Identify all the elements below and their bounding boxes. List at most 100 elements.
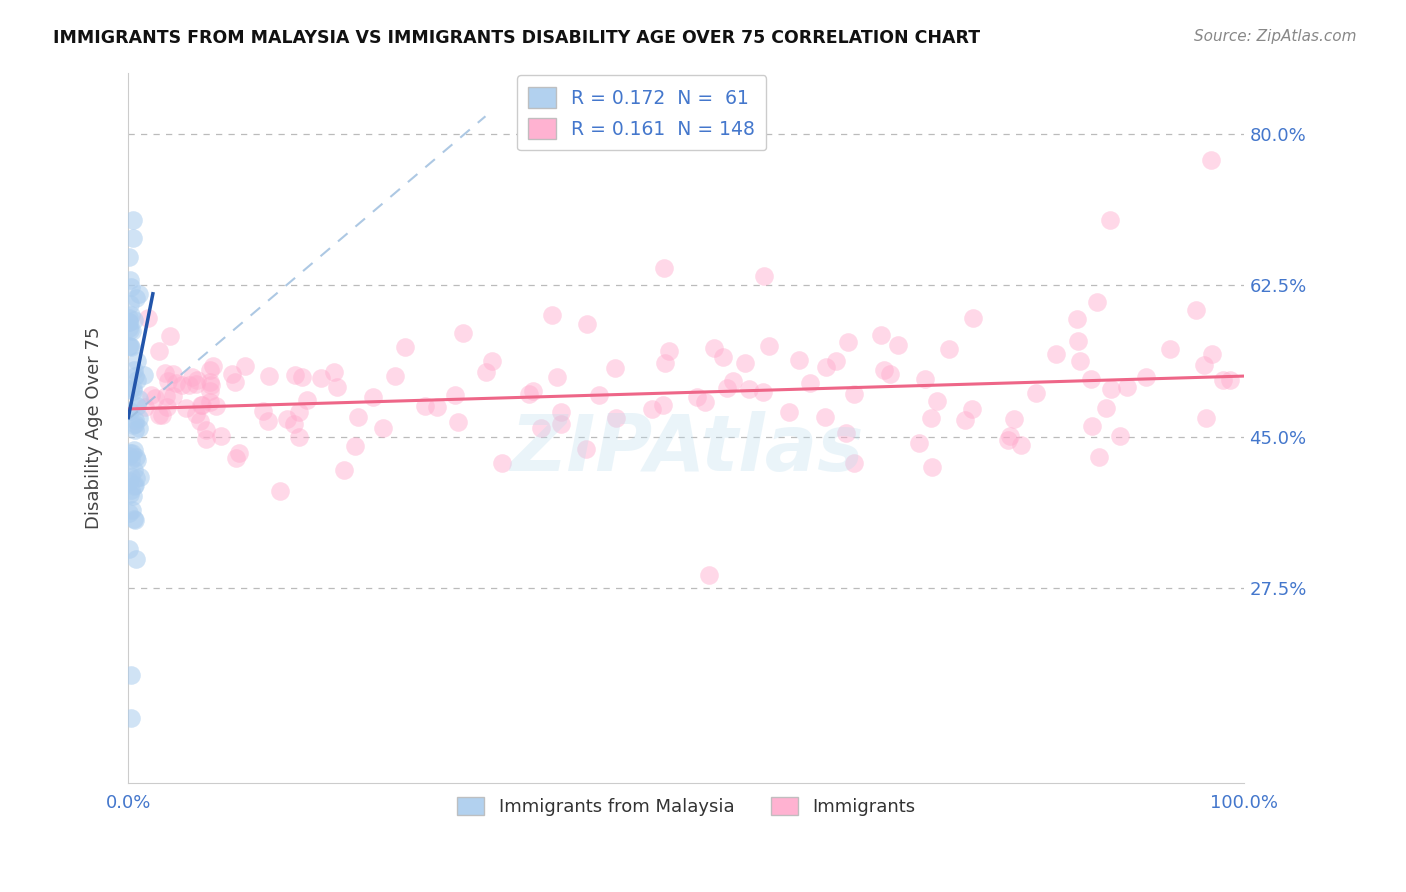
- Point: [522, 384, 544, 398]
- Point: [737, 382, 759, 396]
- Point: [446, 415, 468, 429]
- Point: [186, 407, 208, 421]
- Point: [413, 399, 436, 413]
- Point: [686, 390, 709, 404]
- Point: [814, 409, 837, 424]
- Point: [323, 366, 346, 380]
- Point: [128, 411, 150, 425]
- Point: [228, 446, 250, 460]
- Point: [703, 341, 725, 355]
- Point: [927, 393, 949, 408]
- Point: [235, 359, 257, 373]
- Point: [347, 409, 370, 424]
- Point: [1067, 334, 1090, 349]
- Point: [938, 343, 960, 357]
- Point: [284, 368, 307, 383]
- Point: [879, 368, 901, 382]
- Point: [121, 384, 143, 398]
- Legend: Immigrants from Malaysia, Immigrants: Immigrants from Malaysia, Immigrants: [449, 788, 924, 825]
- Point: [309, 371, 332, 385]
- Point: [1116, 380, 1139, 394]
- Point: [118, 321, 141, 335]
- Point: [998, 428, 1021, 442]
- Point: [124, 513, 146, 527]
- Point: [128, 286, 150, 301]
- Point: [799, 376, 821, 391]
- Point: [652, 260, 675, 275]
- Point: [124, 413, 146, 427]
- Point: [641, 402, 664, 417]
- Point: [291, 370, 314, 384]
- Point: [914, 371, 936, 385]
- Point: [426, 400, 449, 414]
- Point: [1201, 347, 1223, 361]
- Point: [138, 311, 160, 326]
- Point: [550, 417, 572, 431]
- Point: [200, 384, 222, 398]
- Point: [1099, 213, 1122, 227]
- Point: [343, 439, 366, 453]
- Point: [120, 470, 142, 484]
- Point: [118, 542, 141, 557]
- Point: [953, 413, 976, 427]
- Point: [908, 436, 931, 450]
- Text: Source: ZipAtlas.com: Source: ZipAtlas.com: [1194, 29, 1357, 45]
- Point: [162, 389, 184, 403]
- Point: [200, 378, 222, 392]
- Point: [148, 343, 170, 358]
- Point: [873, 363, 896, 377]
- Point: [120, 280, 142, 294]
- Point: [124, 423, 146, 437]
- Point: [269, 484, 291, 499]
- Point: [221, 367, 243, 381]
- Point: [125, 373, 148, 387]
- Point: [122, 490, 145, 504]
- Point: [190, 398, 212, 412]
- Point: [297, 392, 319, 407]
- Point: [695, 395, 717, 409]
- Point: [546, 370, 568, 384]
- Point: [122, 512, 145, 526]
- Point: [120, 668, 142, 682]
- Point: [177, 378, 200, 392]
- Point: [122, 463, 145, 477]
- Point: [125, 292, 148, 306]
- Point: [118, 487, 141, 501]
- Point: [153, 367, 176, 381]
- Point: [150, 409, 173, 423]
- Point: [124, 450, 146, 464]
- Point: [921, 460, 943, 475]
- Point: [1080, 372, 1102, 386]
- Point: [754, 269, 776, 284]
- Point: [120, 308, 142, 322]
- Point: [651, 398, 673, 412]
- Point: [711, 350, 734, 364]
- Point: [125, 552, 148, 566]
- Point: [842, 456, 865, 470]
- Point: [529, 420, 551, 434]
- Point: [118, 449, 141, 463]
- Point: [257, 414, 280, 428]
- Point: [541, 309, 564, 323]
- Point: [200, 363, 222, 377]
- Point: [118, 315, 141, 329]
- Point: [384, 369, 406, 384]
- Point: [1087, 450, 1109, 464]
- Point: [141, 388, 163, 402]
- Point: [120, 483, 142, 497]
- Point: [361, 390, 384, 404]
- Point: [134, 400, 156, 414]
- Point: [118, 310, 141, 325]
- Point: [1212, 373, 1234, 387]
- Point: [962, 310, 984, 325]
- Point: [118, 446, 141, 460]
- Point: [1045, 347, 1067, 361]
- Point: [194, 423, 217, 437]
- Point: [120, 297, 142, 311]
- Point: [1002, 412, 1025, 426]
- Point: [148, 408, 170, 422]
- Point: [1195, 410, 1218, 425]
- Point: [127, 354, 149, 368]
- Point: [1199, 153, 1222, 167]
- Point: [1024, 386, 1046, 401]
